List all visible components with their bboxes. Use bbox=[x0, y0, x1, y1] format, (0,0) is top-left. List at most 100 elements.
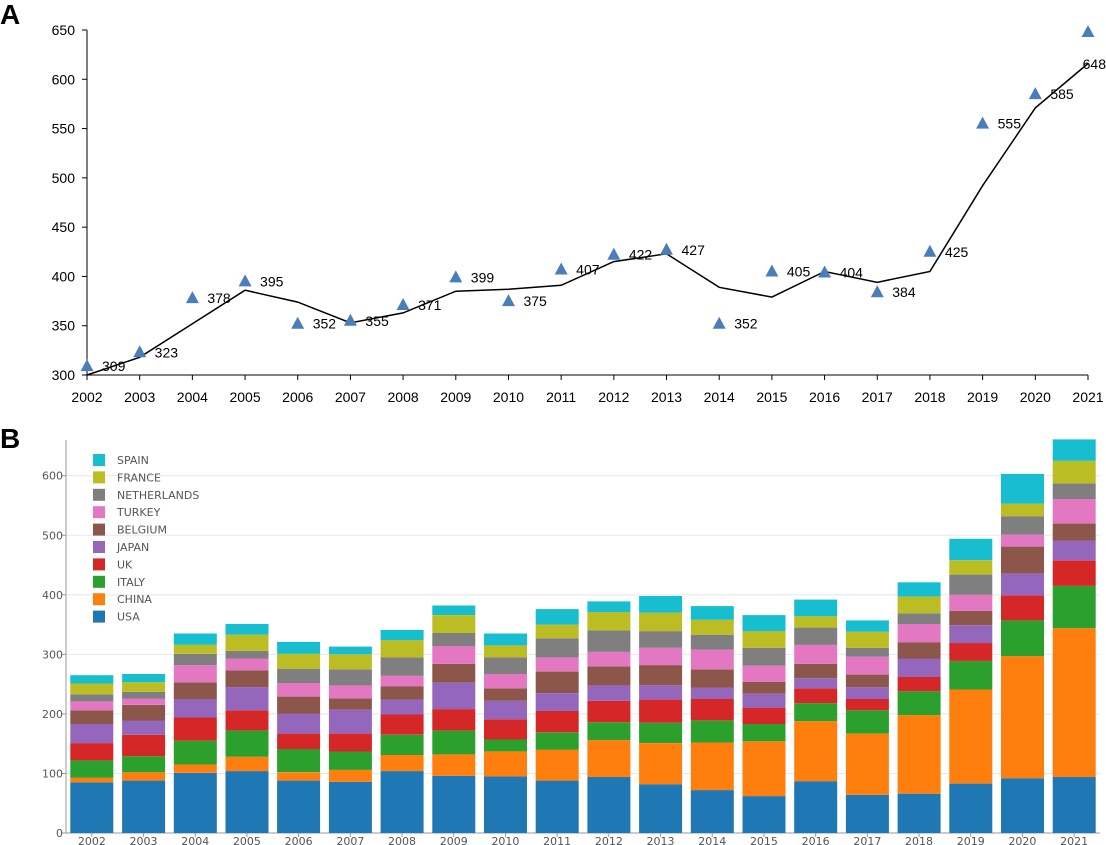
axes-a bbox=[86, 30, 1088, 376]
bar-spain-2011 bbox=[535, 609, 579, 625]
triangle-marker bbox=[238, 274, 252, 287]
bars-b bbox=[70, 439, 1096, 833]
bar-france-2018 bbox=[897, 596, 941, 614]
bar-spain-2018 bbox=[897, 582, 941, 597]
data-label: 384 bbox=[892, 284, 916, 300]
y-tick-label-a: 600 bbox=[52, 71, 76, 87]
bar-netherlands-2002 bbox=[70, 694, 114, 702]
data-label: 375 bbox=[523, 293, 547, 309]
bar-japan-2012 bbox=[587, 685, 631, 701]
bar-belgium-2005 bbox=[225, 670, 269, 688]
legend-label-spain: SPAIN bbox=[117, 454, 149, 467]
bar-japan-2015 bbox=[742, 693, 786, 708]
axes-b bbox=[65, 440, 1100, 834]
data-label: 371 bbox=[418, 297, 442, 313]
x-tick-label-a: 2014 bbox=[704, 389, 735, 405]
bar-italy-2011 bbox=[535, 732, 579, 750]
bar-turkey-2011 bbox=[535, 657, 579, 672]
y-ticks-b: 0 100 200 300 400 500 600 bbox=[42, 470, 66, 840]
bar-china-2011 bbox=[535, 749, 579, 781]
bar-spain-2021 bbox=[1052, 439, 1096, 461]
x-tick-label-b: 2003 bbox=[130, 835, 158, 845]
bar-italy-2007 bbox=[328, 751, 372, 770]
bar-belgium-2013 bbox=[639, 665, 683, 686]
bar-japan-2002 bbox=[70, 724, 114, 744]
bar-japan-2017 bbox=[845, 687, 889, 699]
bar-china-2002 bbox=[70, 777, 114, 783]
data-label: 352 bbox=[734, 316, 758, 332]
bar-japan-2011 bbox=[535, 693, 579, 711]
bar-netherlands-2013 bbox=[639, 631, 683, 648]
bar-turkey-2019 bbox=[949, 594, 993, 611]
bar-belgium-2010 bbox=[484, 688, 527, 701]
legend-label-japan: JAPAN bbox=[116, 541, 149, 554]
bar-china-2007 bbox=[328, 769, 372, 782]
bar-japan-2008 bbox=[380, 699, 424, 715]
bar-spain-2016 bbox=[794, 599, 838, 617]
x-tick-label-a: 2016 bbox=[809, 389, 840, 405]
bar-usa-2011 bbox=[535, 780, 579, 833]
bar-netherlands-2021 bbox=[1052, 483, 1096, 499]
bar-turkey-2016 bbox=[794, 644, 838, 664]
y-tick-label-a: 650 bbox=[52, 22, 76, 38]
bar-china-2009 bbox=[432, 754, 476, 776]
bar-turkey-2017 bbox=[845, 656, 889, 675]
y-tick-label-a: 450 bbox=[52, 219, 76, 235]
bar-uk-2018 bbox=[897, 677, 941, 692]
triangle-marker bbox=[660, 242, 673, 255]
bar-usa-2021 bbox=[1052, 777, 1096, 833]
bar-netherlands-2017 bbox=[845, 647, 889, 657]
bar-spain-2008 bbox=[380, 630, 424, 641]
bar-spain-2015 bbox=[742, 615, 786, 632]
x-tick-label-a: 2006 bbox=[282, 389, 313, 405]
bar-turkey-2008 bbox=[380, 675, 424, 687]
bar-china-2013 bbox=[639, 743, 683, 785]
bar-usa-2008 bbox=[380, 771, 424, 833]
bar-france-2021 bbox=[1052, 460, 1096, 484]
y-tick-label-b: 300 bbox=[42, 648, 63, 661]
x-tick-label-b: 2019 bbox=[957, 835, 985, 845]
x-ticks-b: 2002 2003 2004 2005 2006 2007 2008 2009 2010 2011… bbox=[78, 833, 1088, 845]
bar-china-2006 bbox=[277, 772, 321, 781]
bar-italy-2005 bbox=[225, 730, 269, 757]
bar-turkey-2009 bbox=[432, 646, 476, 664]
bar-turkey-2015 bbox=[742, 665, 786, 682]
x-tick-label-a: 2002 bbox=[71, 389, 102, 405]
bar-italy-2014 bbox=[690, 720, 734, 743]
bar-china-2019 bbox=[949, 689, 993, 784]
y-tick-label-b: 200 bbox=[42, 708, 63, 721]
bar-turkey-2004 bbox=[173, 665, 217, 683]
bar-belgium-2018 bbox=[897, 642, 941, 659]
bar-netherlands-2019 bbox=[949, 574, 993, 595]
bar-spain-2002 bbox=[70, 675, 114, 684]
bar-usa-2007 bbox=[328, 781, 372, 833]
bar-japan-2003 bbox=[122, 720, 166, 735]
bar-turkey-2012 bbox=[587, 652, 631, 667]
x-tick-label-b: 2006 bbox=[285, 835, 313, 845]
bar-usa-2013 bbox=[639, 784, 683, 833]
bar-china-2015 bbox=[742, 741, 786, 797]
bar-belgium-2007 bbox=[328, 698, 372, 710]
bar-spain-2012 bbox=[587, 601, 631, 613]
bar-italy-2009 bbox=[432, 730, 476, 755]
legend-label-uk: UK bbox=[117, 558, 133, 571]
y-tick-label-b: 100 bbox=[42, 767, 63, 780]
x-tick-label-a: 2009 bbox=[440, 389, 471, 405]
bar-italy-2018 bbox=[897, 691, 941, 716]
legend-swatch-italy bbox=[93, 575, 105, 588]
legend-label-netherlands: NETHERLANDS bbox=[117, 489, 199, 502]
bar-belgium-2011 bbox=[535, 671, 579, 693]
bar-france-2011 bbox=[535, 624, 579, 639]
bar-china-2016 bbox=[794, 721, 838, 782]
bar-usa-2009 bbox=[432, 775, 476, 833]
bar-france-2020 bbox=[1001, 503, 1044, 517]
data-label: 405 bbox=[787, 264, 811, 280]
bar-usa-2015 bbox=[742, 796, 786, 833]
x-tick-label-b: 2005 bbox=[233, 835, 261, 845]
triangle-marker bbox=[343, 313, 357, 326]
legend-swatch-netherlands bbox=[93, 488, 105, 501]
bar-belgium-2019 bbox=[949, 610, 993, 626]
bar-spain-2013 bbox=[639, 596, 683, 613]
bar-netherlands-2007 bbox=[328, 669, 372, 686]
